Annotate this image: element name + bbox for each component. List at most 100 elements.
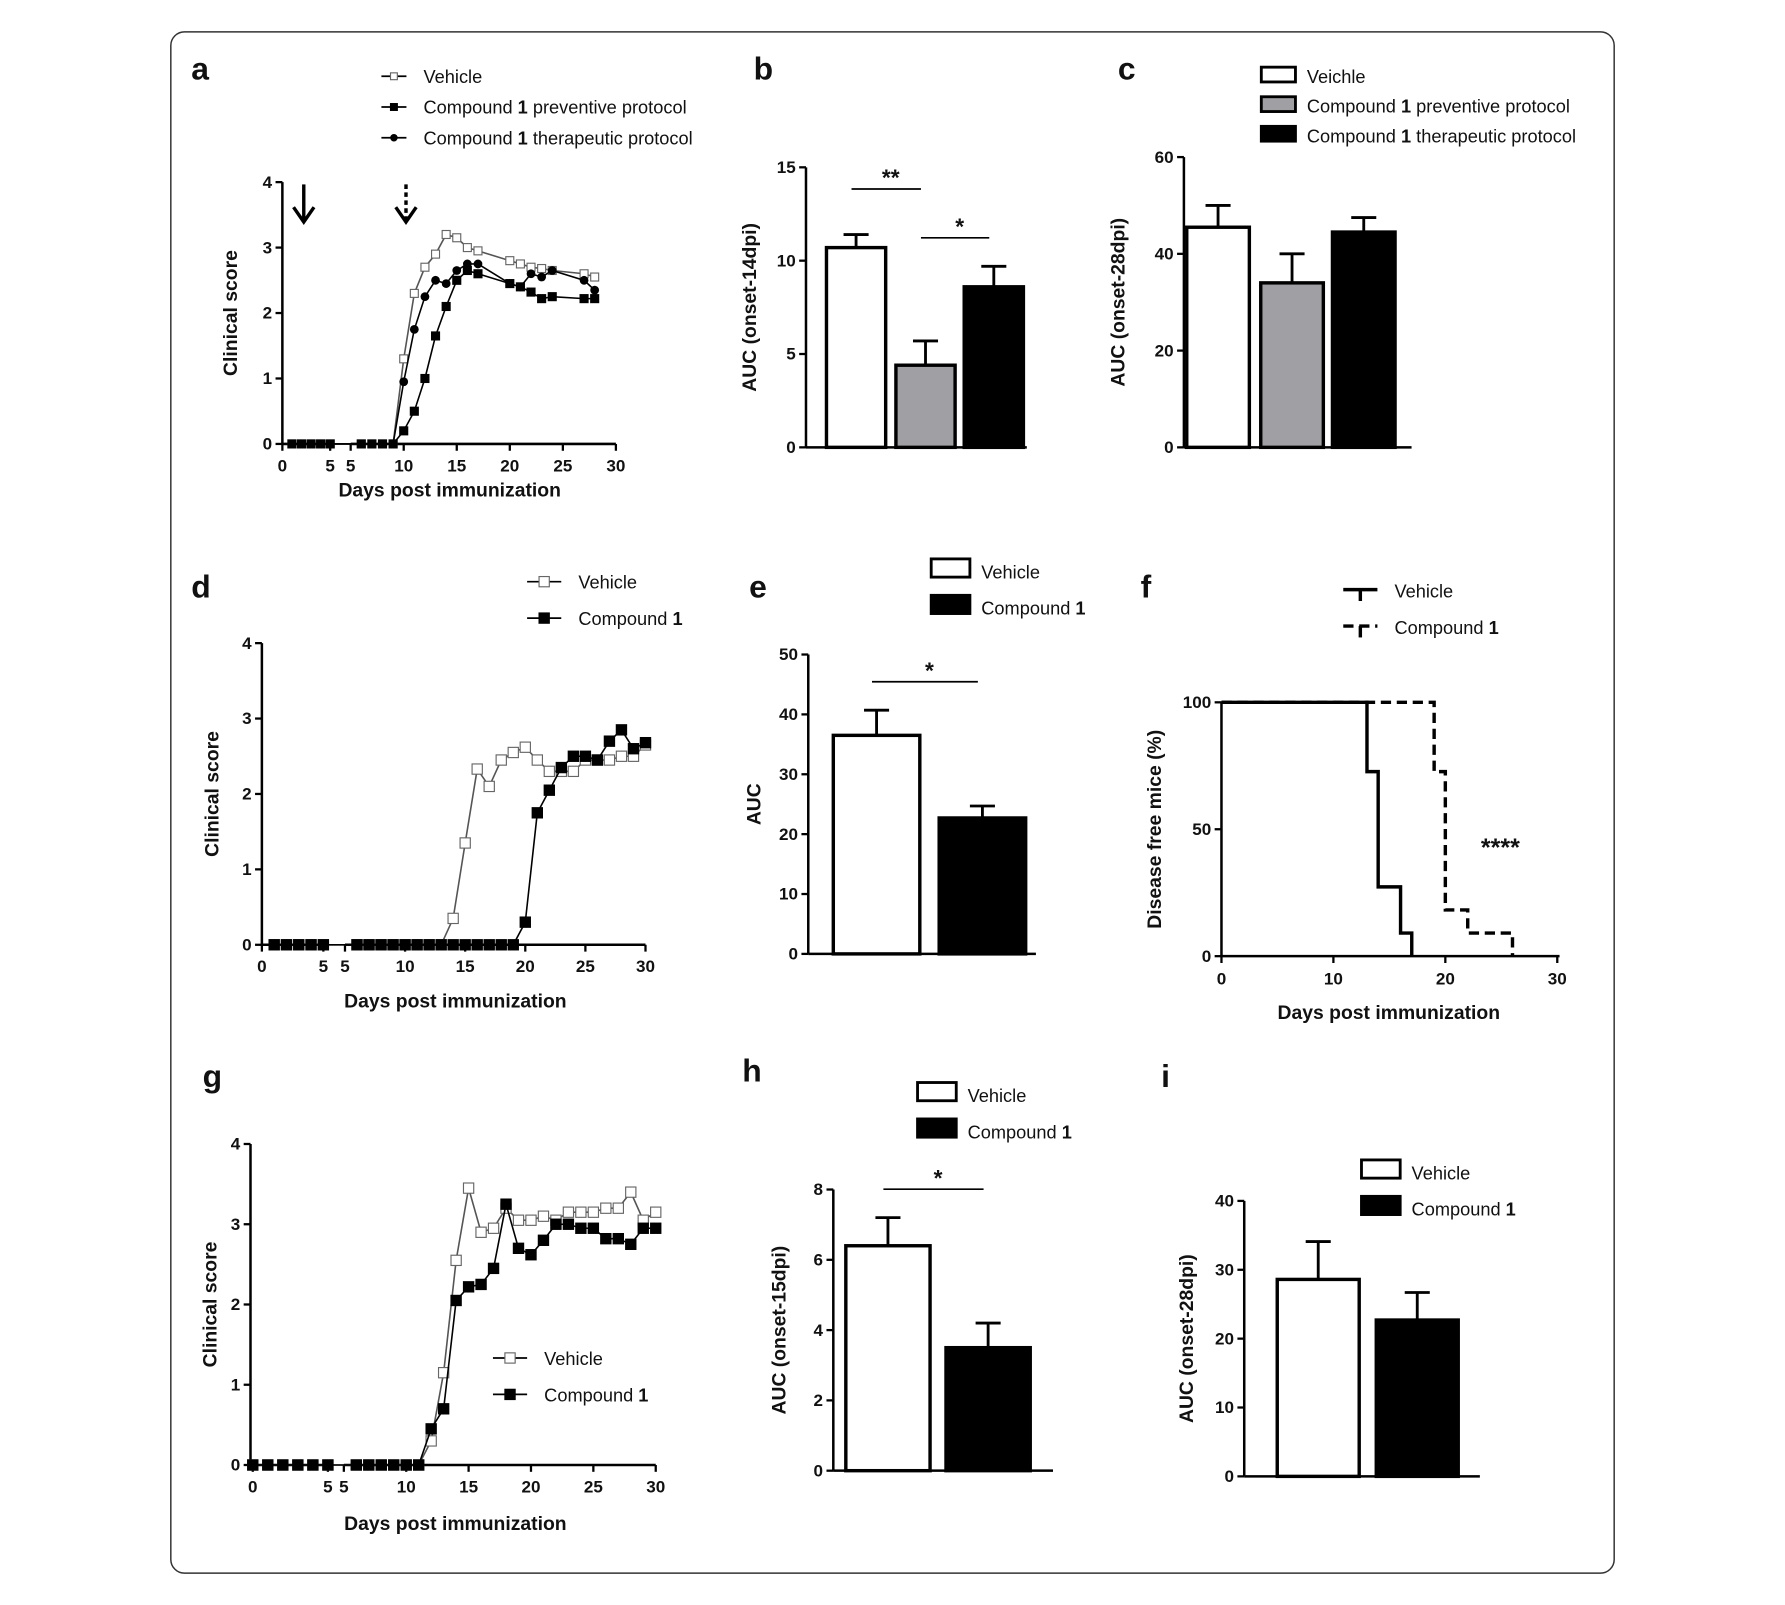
data-point: [600, 1232, 612, 1245]
y-tick-label: 2: [231, 1295, 241, 1314]
x-tick-label: 5: [340, 957, 350, 976]
bar: [1259, 281, 1326, 450]
data-point: [567, 750, 580, 762]
legend-swatch: [916, 1081, 958, 1103]
data-point: [287, 439, 297, 449]
bar: [944, 1345, 1032, 1473]
data-point: [627, 743, 640, 755]
legend-label: Vehicle: [968, 1086, 1027, 1106]
data-point: [475, 1278, 487, 1291]
data-point: [504, 1352, 516, 1364]
legend: Vehicle Compound 1: [527, 573, 683, 629]
x-tick-label: 20: [521, 1477, 540, 1496]
y-tick-label: 40: [1155, 245, 1174, 264]
data-point: [504, 1388, 516, 1401]
data-point: [555, 761, 568, 774]
panel-label: e: [749, 569, 767, 605]
y-tick-label: 20: [1155, 341, 1174, 360]
y-axis-label: AUC (onset-28dpi): [1176, 1254, 1198, 1423]
data-point: [507, 746, 519, 759]
data-point: [399, 377, 409, 387]
data-point: [322, 1459, 334, 1471]
y-axis-label: AUC (onset-14dpi): [739, 223, 761, 392]
data-point: [459, 939, 471, 951]
data-point: [650, 1222, 662, 1234]
y-tick-label: 0: [1202, 947, 1212, 966]
data-point: [351, 939, 363, 951]
legend: Vehicle Compound 1: [1360, 1158, 1516, 1220]
legend-label: Compound 1: [1412, 1200, 1516, 1220]
legend-label: Compound 1 preventive protocol: [424, 98, 687, 118]
data-point: [590, 285, 600, 295]
legend-label-part: Compound: [424, 98, 513, 118]
data-point: [473, 259, 483, 269]
legend-label-part: Vehicle: [1394, 582, 1453, 602]
panel-label: g: [203, 1058, 222, 1094]
significance-label: *: [934, 1165, 943, 1191]
legend-label: Compound 1: [1394, 618, 1498, 638]
x-tick-label: 30: [606, 456, 625, 475]
x-axis-label: Days post immunization: [1278, 1002, 1500, 1024]
data-point: [441, 301, 451, 312]
data-point: [452, 266, 462, 275]
y-tick-label: 0: [263, 435, 273, 454]
x-tick-label: 10: [397, 1477, 416, 1496]
legend-label-part: preventive protocol: [528, 98, 687, 118]
data-point: [441, 229, 451, 240]
legend-label-part: 1: [667, 609, 682, 629]
x-tick-label: 30: [646, 1477, 665, 1496]
legend-label: Vehicle: [578, 573, 637, 593]
data-point: [526, 287, 536, 297]
panel-h: h 0 2 4 6 8 AUC (onset-15dpi) * Vehicle Compound …: [742, 1052, 1072, 1480]
data-point: [425, 1423, 437, 1435]
legend-swatch: [929, 557, 972, 579]
data-point: [543, 765, 556, 778]
y-axis-label: Clinical score: [220, 250, 242, 376]
data-point: [525, 1214, 537, 1226]
x-tick-label: 0: [278, 456, 288, 475]
legend-label-part: Compound: [1307, 126, 1396, 146]
data-point: [547, 266, 557, 275]
data-point: [579, 750, 592, 762]
x-tick-label: 5: [323, 1477, 333, 1496]
legend-label: Compound 1: [544, 1385, 648, 1405]
significance-label: ****: [1481, 834, 1520, 862]
x-tick-label: 25: [553, 456, 572, 475]
data-point: [550, 1218, 562, 1230]
data-point: [316, 439, 326, 449]
y-tick-label: 4: [231, 1135, 241, 1154]
data-point: [363, 1459, 375, 1471]
y-tick-label: 3: [242, 709, 252, 728]
legend-label: Vehicle: [1412, 1163, 1471, 1183]
x-tick-label: 25: [584, 1477, 603, 1496]
y-tick-label: 20: [1215, 1329, 1234, 1348]
bar: [937, 816, 1028, 956]
panel-e: e 0 10 20 30 40 50 AUC * Vehicle Compound 1: [743, 557, 1086, 964]
data-point: [450, 1294, 462, 1307]
data-point: [409, 288, 419, 298]
data-point: [363, 939, 375, 951]
data-point: [473, 269, 483, 279]
data-point: [505, 256, 515, 266]
x-tick-label: 0: [1217, 970, 1227, 989]
data-point: [639, 736, 652, 749]
data-point: [306, 439, 316, 449]
y-tick-label: 50: [1192, 820, 1211, 839]
legend-label-part: Vehicle: [981, 562, 1040, 582]
data-point: [420, 373, 430, 384]
y-tick-label: 50: [779, 645, 798, 664]
data-point: [483, 939, 495, 951]
data-point: [650, 1206, 662, 1218]
y-tick-label: 0: [242, 935, 252, 954]
data-point: [447, 912, 459, 925]
data-point: [519, 916, 531, 928]
data-point: [525, 1249, 537, 1261]
y-tick-label: 4: [263, 173, 273, 192]
data-point: [399, 426, 409, 436]
data-point: [350, 1459, 363, 1471]
data-point: [567, 765, 580, 778]
y-axis-label: AUC (onset-28dpi): [1108, 218, 1130, 387]
data-point: [587, 1222, 600, 1234]
x-tick-label: 15: [447, 456, 466, 475]
x-tick-label: 30: [1548, 970, 1567, 989]
